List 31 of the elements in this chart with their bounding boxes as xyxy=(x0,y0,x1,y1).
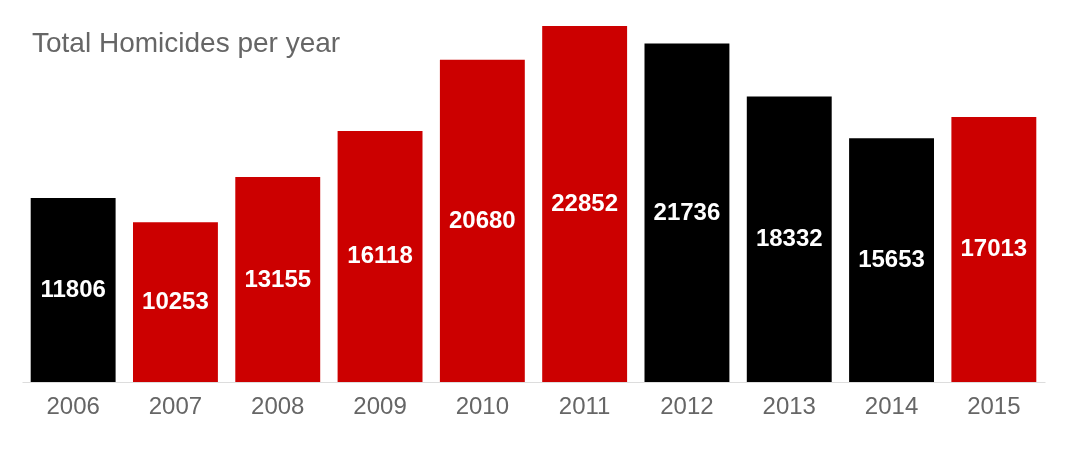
data-label: 11806 xyxy=(40,275,106,303)
chart-title: Total Homicides per year xyxy=(32,27,341,58)
data-label: 22852 xyxy=(551,189,619,216)
bar xyxy=(746,96,832,382)
data-label: 13155 xyxy=(244,264,312,292)
bar xyxy=(439,59,525,382)
data-label: 17013 xyxy=(960,234,1028,262)
data-label: 15653 xyxy=(858,245,925,273)
x-tick-label: 2012 xyxy=(660,391,714,419)
x-tick-label: 2015 xyxy=(967,391,1021,419)
data-label: 20680 xyxy=(448,205,516,233)
bar xyxy=(542,26,628,382)
bar xyxy=(235,177,321,382)
data-label: 10253 xyxy=(142,287,209,315)
data-label: 18332 xyxy=(755,224,823,252)
x-tick-label: 2014 xyxy=(864,391,919,419)
x-tick-label: 2007 xyxy=(148,391,203,419)
x-tick-label: 2008 xyxy=(251,391,305,419)
x-tick-label: 2011 xyxy=(558,391,611,419)
bar xyxy=(644,43,730,382)
x-tick-label: 2013 xyxy=(762,391,816,419)
bar xyxy=(133,222,218,382)
data-label: 16118 xyxy=(347,241,413,269)
bar xyxy=(30,198,116,382)
x-tick-label: 2006 xyxy=(46,391,100,419)
x-tick-label: 2010 xyxy=(455,391,510,419)
bar xyxy=(951,116,1037,382)
x-tick-label: 2009 xyxy=(353,391,407,419)
bar xyxy=(849,138,934,382)
data-label: 21736 xyxy=(653,197,721,225)
bar xyxy=(337,130,423,382)
